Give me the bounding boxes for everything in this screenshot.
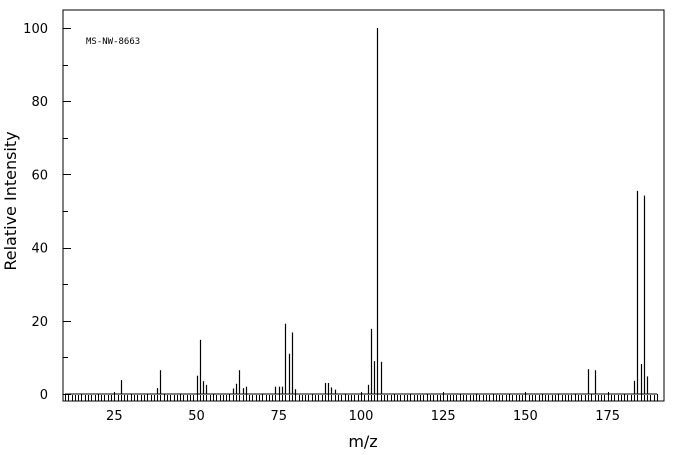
y-axis-title: Relative Intensity bbox=[1, 131, 20, 270]
y-tick-label: 40 bbox=[31, 242, 48, 257]
x-tick-label: 75 bbox=[271, 409, 288, 424]
plot-frame bbox=[62, 9, 665, 402]
x-axis: 25 50 75 100 125 150 175 bbox=[65, 392, 658, 424]
x-tick-label: 25 bbox=[106, 409, 123, 424]
y-axis: 0 20 40 60 80 100 bbox=[23, 22, 71, 403]
spectrum-id-annotation: MS-NW-8663 bbox=[86, 37, 140, 47]
peak-bars bbox=[65, 28, 657, 395]
x-tick-label: 50 bbox=[188, 409, 205, 424]
x-tick-label: 150 bbox=[513, 409, 538, 424]
x-tick-label: 175 bbox=[595, 409, 620, 424]
x-tick-label: 125 bbox=[431, 409, 456, 424]
y-tick-label: 100 bbox=[23, 22, 48, 37]
x-axis-title: m/z bbox=[348, 432, 377, 451]
y-tick-label: 60 bbox=[31, 168, 48, 183]
y-tick-label: 80 bbox=[31, 95, 48, 110]
y-tick-label: 20 bbox=[31, 315, 48, 330]
y-tick-label: 0 bbox=[40, 388, 48, 403]
x-tick-label: 100 bbox=[349, 409, 374, 424]
